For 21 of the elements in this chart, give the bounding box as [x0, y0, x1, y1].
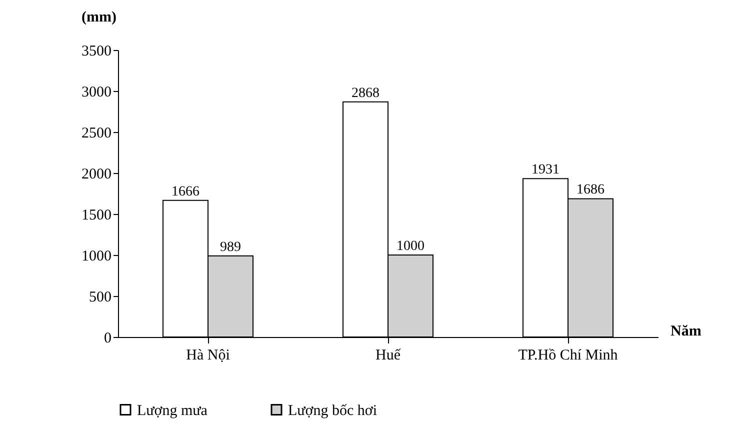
x-tick-label: TP.Hồ Chí Minh	[518, 348, 618, 364]
legend-label: Lượng bốc hơi	[288, 402, 377, 419]
data-label: 1686	[576, 182, 604, 198]
data-label: 989	[220, 240, 241, 255]
x-axis-title: Năm	[670, 324, 702, 340]
data-label: 1000	[396, 239, 424, 254]
legend-label: Lượng mưa	[137, 402, 208, 419]
y-tick-label: 1500	[82, 208, 112, 224]
x-tick-label: Hà Nội	[186, 348, 230, 364]
data-label: 1931	[532, 162, 560, 178]
data-label: 1666	[172, 184, 200, 200]
y-axis-title: (mm)	[82, 10, 116, 26]
y-tick-label: 3500	[82, 44, 112, 60]
y-tick-label: 3000	[82, 84, 112, 100]
y-tick-label: 2500	[82, 126, 112, 142]
y-tick-label: 0	[104, 330, 112, 346]
y-tick-label: 2000	[82, 166, 112, 182]
y-tick-label: 500	[89, 290, 112, 306]
y-tick-label: 1000	[82, 248, 112, 264]
x-tick-label: Huế	[376, 348, 401, 364]
data-label: 2868	[352, 86, 380, 101]
